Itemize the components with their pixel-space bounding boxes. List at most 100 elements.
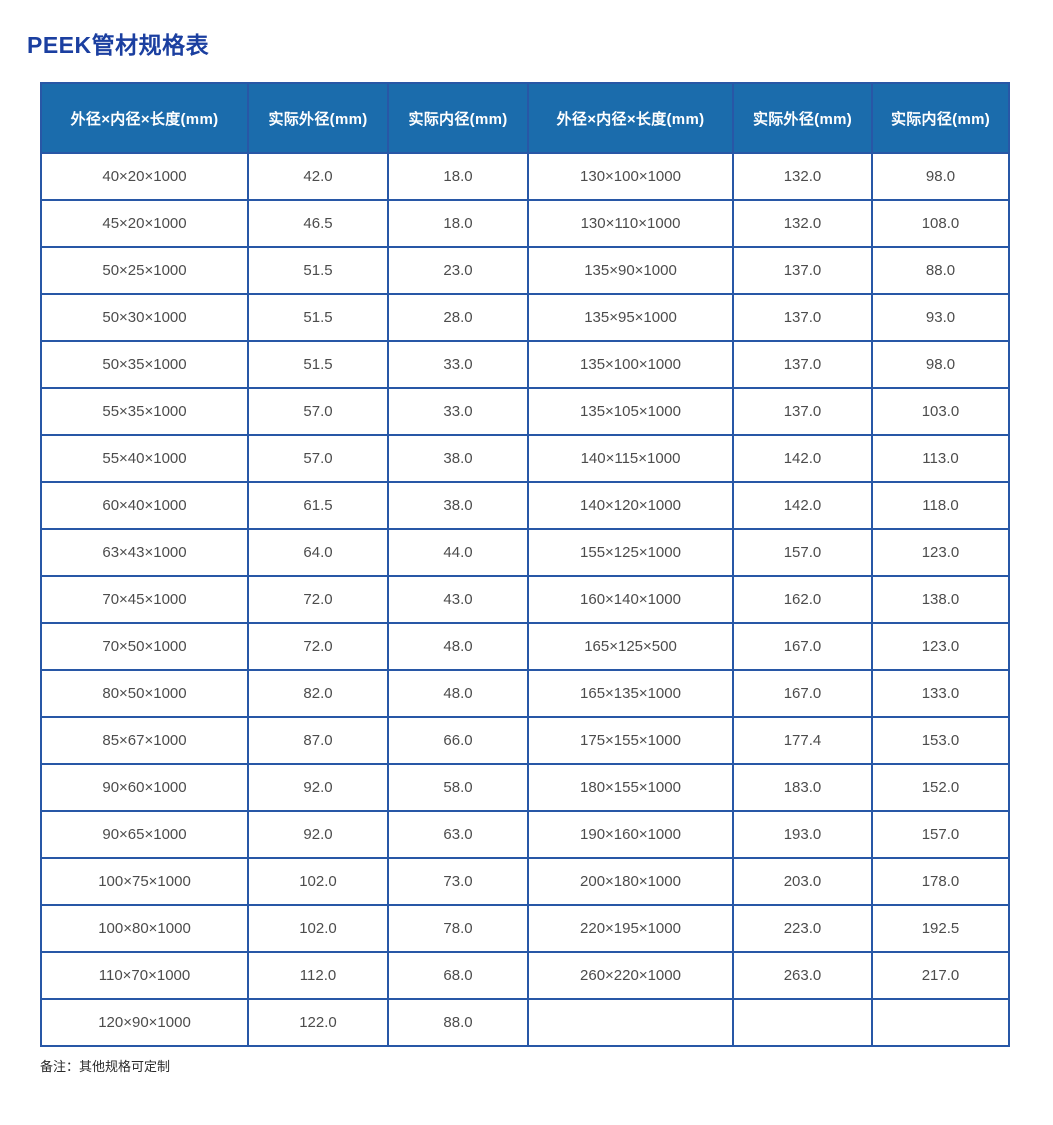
table-cell: 157.0 — [871, 810, 1010, 859]
table-cell: 51.5 — [247, 340, 389, 389]
table-cell: 66.0 — [387, 716, 529, 765]
table-cell: 85×67×1000 — [40, 716, 249, 765]
table-cell: 92.0 — [247, 810, 389, 859]
table-cell: 55×35×1000 — [40, 387, 249, 436]
table-row: 90×60×1000 92.0 58.0 180×155×1000 183.0 152.0 — [40, 763, 1010, 812]
footnote: 备注：其他规格可定制 — [40, 1059, 171, 1074]
table-cell: 57.0 — [247, 387, 389, 436]
table-cell: 110×70×1000 — [40, 951, 249, 1000]
table-cell: 70×45×1000 — [40, 575, 249, 624]
table-cell: 38.0 — [387, 434, 529, 483]
table-row: 90×65×1000 92.0 63.0 190×160×1000 193.0 157.0 — [40, 810, 1010, 859]
table-cell: 162.0 — [732, 575, 873, 624]
table-cell: 80×50×1000 — [40, 669, 249, 718]
table-cell: 112.0 — [247, 951, 389, 1000]
table-cell: 72.0 — [247, 575, 389, 624]
table-cell — [871, 998, 1010, 1047]
table-cell: 132.0 — [732, 152, 873, 201]
table-cell: 177.4 — [732, 716, 873, 765]
table-row: 60×40×1000 61.5 38.0 140×120×1000 142.0 118.0 — [40, 481, 1010, 530]
table-cell: 263.0 — [732, 951, 873, 1000]
table-cell: 61.5 — [247, 481, 389, 530]
table-cell: 68.0 — [387, 951, 529, 1000]
table-cell: 18.0 — [387, 199, 529, 248]
table-cell: 178.0 — [871, 857, 1010, 906]
header-actual-id-left: 实际内径(mm) — [387, 82, 529, 154]
table-cell: 50×25×1000 — [40, 246, 249, 295]
peek-spec-table: 外径×内径×长度(mm) 实际外径(mm) 实际内径(mm) 外径×内径×长度(… — [40, 82, 1010, 1047]
table-row: 63×43×1000 64.0 44.0 155×125×1000 157.0 123.0 — [40, 528, 1010, 577]
table-cell: 137.0 — [732, 246, 873, 295]
table-cell: 42.0 — [247, 152, 389, 201]
table-cell: 153.0 — [871, 716, 1010, 765]
table-row: 50×35×1000 51.5 33.0 135×100×1000 137.0 98.0 — [40, 340, 1010, 389]
table-cell: 152.0 — [871, 763, 1010, 812]
page: PEEK管材规格表 外径×内径×长度(mm) 实际外径(mm) 实际内径(mm)… — [0, 30, 1053, 1125]
table-cell: 98.0 — [871, 152, 1010, 201]
table-row: 100×75×1000 102.0 73.0 200×180×1000 203.0 178… — [40, 857, 1010, 906]
table-cell: 203.0 — [732, 857, 873, 906]
table-cell: 55×40×1000 — [40, 434, 249, 483]
table-cell: 88.0 — [871, 246, 1010, 295]
table-cell: 120×90×1000 — [40, 998, 249, 1047]
table-cell: 82.0 — [247, 669, 389, 718]
table-cell: 167.0 — [732, 669, 873, 718]
table-cell: 140×115×1000 — [527, 434, 734, 483]
table-cell: 193.0 — [732, 810, 873, 859]
table-cell: 33.0 — [387, 340, 529, 389]
table-cell: 130×100×1000 — [527, 152, 734, 201]
table-cell: 157.0 — [732, 528, 873, 577]
page-title: PEEK管材规格表 — [27, 32, 210, 58]
table-cell: 123.0 — [871, 622, 1010, 671]
table-cell — [527, 998, 734, 1047]
table-cell: 45×20×1000 — [40, 199, 249, 248]
table-cell: 78.0 — [387, 904, 529, 953]
table-header-row: 外径×内径×长度(mm) 实际外径(mm) 实际内径(mm) 外径×内径×长度(… — [40, 82, 1010, 154]
table-cell: 140×120×1000 — [527, 481, 734, 530]
table-cell: 130×110×1000 — [527, 199, 734, 248]
table-cell: 135×105×1000 — [527, 387, 734, 436]
table-cell: 135×90×1000 — [527, 246, 734, 295]
table-cell: 165×125×500 — [527, 622, 734, 671]
table-cell: 38.0 — [387, 481, 529, 530]
table-cell: 183.0 — [732, 763, 873, 812]
table-cell: 46.5 — [247, 199, 389, 248]
table-cell: 57.0 — [247, 434, 389, 483]
table-cell: 63×43×1000 — [40, 528, 249, 577]
table-cell: 50×30×1000 — [40, 293, 249, 342]
table-cell: 103.0 — [871, 387, 1010, 436]
table-row: 50×25×1000 51.5 23.0 135×90×1000 137.0 88.0 — [40, 246, 1010, 295]
table-cell: 43.0 — [387, 575, 529, 624]
table-cell: 58.0 — [387, 763, 529, 812]
table-cell: 160×140×1000 — [527, 575, 734, 624]
table-cell: 48.0 — [387, 622, 529, 671]
table-cell: 118.0 — [871, 481, 1010, 530]
header-spec-right: 外径×内径×长度(mm) — [527, 82, 734, 154]
table-cell: 260×220×1000 — [527, 951, 734, 1000]
table-cell: 142.0 — [732, 434, 873, 483]
table-cell: 18.0 — [387, 152, 529, 201]
table-cell: 135×95×1000 — [527, 293, 734, 342]
table-cell: 102.0 — [247, 857, 389, 906]
table-body: 40×20×1000 42.0 18.0 130×100×1000 132.0 98.0 4… — [40, 152, 1010, 1047]
table-cell: 108.0 — [871, 199, 1010, 248]
table-cell: 138.0 — [871, 575, 1010, 624]
table-row: 70×45×1000 72.0 43.0 160×140×1000 162.0 138.0 — [40, 575, 1010, 624]
table-row: 45×20×1000 46.5 18.0 130×110×1000 132.0 108.0 — [40, 199, 1010, 248]
table-cell: 44.0 — [387, 528, 529, 577]
table-row: 100×80×1000 102.0 78.0 220×195×1000 223.0 192… — [40, 904, 1010, 953]
table-cell: 137.0 — [732, 340, 873, 389]
table-cell: 93.0 — [871, 293, 1010, 342]
table-cell: 102.0 — [247, 904, 389, 953]
table-cell: 51.5 — [247, 246, 389, 295]
table-cell: 137.0 — [732, 293, 873, 342]
table-cell: 142.0 — [732, 481, 873, 530]
table-cell: 90×60×1000 — [40, 763, 249, 812]
table-cell: 51.5 — [247, 293, 389, 342]
table-cell: 220×195×1000 — [527, 904, 734, 953]
table-cell: 100×75×1000 — [40, 857, 249, 906]
table-cell: 88.0 — [387, 998, 529, 1047]
table-cell: 33.0 — [387, 387, 529, 436]
table-cell: 87.0 — [247, 716, 389, 765]
table-cell: 100×80×1000 — [40, 904, 249, 953]
